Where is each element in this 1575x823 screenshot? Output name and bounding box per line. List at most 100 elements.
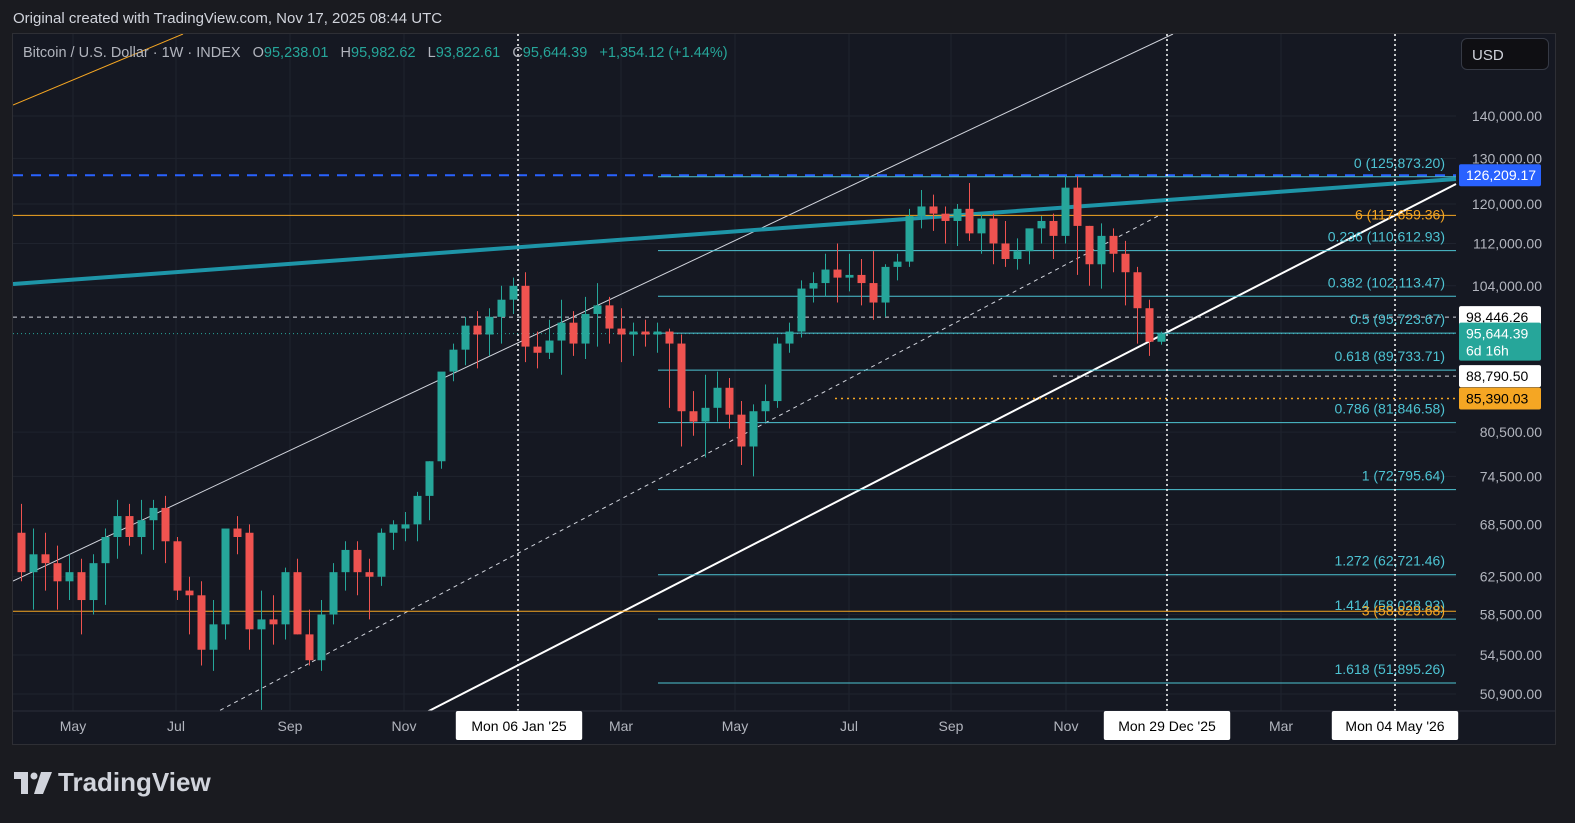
price-label-box (1459, 164, 1541, 187)
currency-selector[interactable]: USD (1461, 38, 1549, 70)
candle-body (701, 407, 710, 422)
candle-body (317, 614, 326, 661)
candle-body (545, 340, 554, 353)
channel-mid-line (212, 215, 1159, 715)
candle-body (413, 495, 422, 525)
candle-body (293, 572, 302, 635)
candle-body (953, 208, 962, 221)
candle-body (473, 325, 482, 335)
candle-body (593, 305, 602, 314)
legend-high-label: H (340, 45, 352, 61)
candle-body (449, 349, 458, 372)
price-label-text: 95,644.39 (1466, 326, 1528, 342)
candle-body (749, 411, 758, 447)
candle-body (233, 528, 242, 537)
fib-level-label: 0.236 (110,612.93) (1328, 229, 1445, 245)
price-label-text: 126,209.17 (1466, 167, 1536, 183)
candle-body (53, 563, 62, 582)
candle-body (1013, 251, 1022, 259)
orange-level-label: 3 (58,829.68) (1362, 602, 1445, 618)
legend-close-value: 95,644.39 (522, 45, 588, 61)
candle-body (737, 414, 746, 447)
fib-level-label: 0.382 (102,113.47) (1328, 274, 1445, 290)
candle-body (989, 218, 998, 244)
candle-body (1049, 220, 1058, 236)
x-tick-label: Sep (939, 718, 964, 734)
candle-body (401, 524, 410, 529)
legend-low-label: L (427, 45, 436, 61)
candle-body (845, 274, 854, 278)
ohlc-legend: Bitcoin / U.S. Dollar · 1W · INDEX O95,2… (23, 45, 728, 61)
candle-body (581, 313, 590, 344)
candle-body (869, 283, 878, 303)
price-label-text: 85,390.03 (1466, 390, 1528, 406)
candle-body (881, 266, 890, 303)
legend-open-label: O (252, 45, 264, 61)
candle-body (209, 624, 218, 650)
x-marker-label: Mon 29 Dec '25 (1118, 718, 1216, 734)
chart-caption: Original created with TradingView.com, N… (13, 10, 443, 27)
candle-body (521, 285, 530, 347)
candle-body (533, 346, 542, 353)
orange-level-label: 6 (117,659.36) (1355, 206, 1445, 222)
candle-body (785, 331, 794, 344)
candle-body (725, 387, 734, 415)
fib-level-label: 1.272 (62,721.46) (1334, 553, 1445, 569)
x-tick-label: Mar (1269, 718, 1293, 734)
x-tick-label: May (60, 718, 86, 734)
price-label-box (1459, 365, 1541, 388)
candle-body (917, 206, 926, 217)
price-label-countdown: 6d 16h (1466, 343, 1509, 359)
y-tick-label: 68,500.00 (1480, 516, 1542, 532)
x-marker-label-box (1331, 711, 1459, 740)
candle-body (1061, 187, 1070, 236)
x-tick-label: Nov (1054, 718, 1079, 734)
tradingview-brand: TradingView (14, 767, 211, 798)
candle-body (773, 343, 782, 402)
legend-high-value: 95,982.62 (351, 45, 416, 61)
candle-body (137, 520, 146, 537)
price-label-box (1459, 387, 1541, 410)
legend-close-label: C (512, 45, 523, 61)
fib-level-label: 0 (125,873.20) (1354, 155, 1445, 171)
candle-body (197, 595, 206, 650)
y-tick-label: 50,900.00 (1480, 686, 1542, 702)
x-tick-label: Jul (840, 718, 858, 734)
candle-body (485, 316, 494, 335)
fib-level-label: 0.5 (95,723.67) (1350, 311, 1445, 327)
x-marker-label-box (455, 711, 583, 740)
y-tick-label: 140,000.00 (1472, 108, 1542, 124)
candle-body (497, 299, 506, 317)
y-tick-label: 62,500.00 (1480, 569, 1542, 585)
candle-body (89, 563, 98, 601)
candle-body (905, 216, 914, 262)
fib-level-label: 1.414 (58,028.93) (1334, 597, 1445, 613)
y-tick-label: 112,000.00 (1473, 235, 1542, 251)
channel-upper-line (13, 34, 1174, 582)
candle-body (1145, 308, 1154, 342)
chart-panel[interactable]: 0 (125,873.20) 0.236 (110,612.93) 0.382 (1… (12, 33, 1556, 745)
candle-body (173, 541, 182, 591)
candle-body (365, 572, 374, 577)
candle-body (461, 325, 470, 350)
x-marker-label: Mon 04 May '26 (1345, 718, 1444, 734)
chart-canvas[interactable]: 0 (125,873.20) 0.236 (110,612.93) 0.382 (1… (13, 34, 1555, 744)
candle-body (185, 590, 194, 596)
legend-change: +1,354.12 (+1.44%) (599, 45, 728, 61)
candle-body (665, 331, 674, 344)
fib-level-label: 0.618 (89,733.71) (1334, 348, 1445, 364)
candle-body (17, 532, 26, 573)
x-tick-label: Nov (392, 718, 417, 734)
fib-level-label: 0.786 (81,846.58) (1334, 401, 1445, 417)
legend-symbol: Bitcoin / U.S. Dollar · 1W · INDEX (23, 45, 241, 61)
candle-body (101, 536, 110, 564)
x-tick-label: Jul (167, 718, 185, 734)
x-marker-label: Mon 06 Jan '25 (471, 718, 567, 734)
resistance-trendline (13, 177, 1457, 286)
candle-body (509, 285, 518, 300)
y-tick-label: 54,500.00 (1480, 647, 1542, 663)
channel-lower-line (422, 183, 1457, 715)
candle-body (113, 516, 122, 537)
candle-body (245, 532, 254, 630)
candle-body (821, 269, 830, 284)
